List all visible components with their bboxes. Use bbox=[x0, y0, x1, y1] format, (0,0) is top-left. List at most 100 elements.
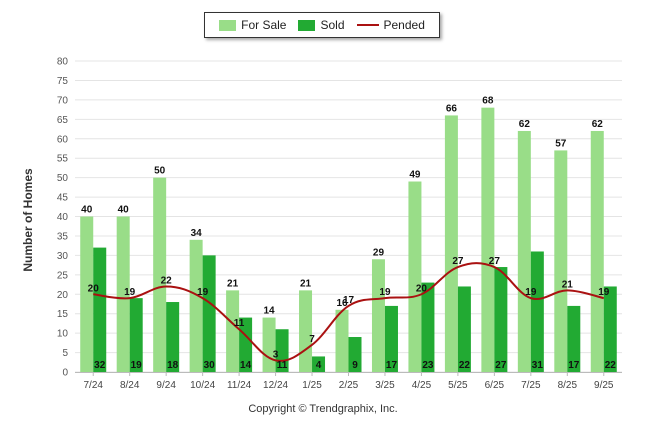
data-label-pended: 17 bbox=[343, 295, 355, 306]
y-tick-label: 75 bbox=[57, 76, 69, 87]
bar-for-sale[interactable] bbox=[153, 177, 167, 372]
x-tick-label: 7/25 bbox=[521, 380, 541, 391]
legend-item-for-sale[interactable]: For Sale bbox=[219, 18, 286, 32]
legend-item-sold[interactable]: Sold bbox=[298, 18, 345, 32]
data-label-pended: 19 bbox=[379, 287, 391, 298]
x-tick-label: 12/24 bbox=[263, 380, 288, 391]
y-tick-label: 25 bbox=[57, 270, 69, 281]
y-tick-label: 20 bbox=[57, 290, 69, 301]
data-label-sold: 22 bbox=[459, 360, 471, 371]
data-label-pended: 19 bbox=[525, 287, 537, 298]
y-tick-label: 35 bbox=[57, 231, 69, 242]
copyright-text: Copyright © Trendgraphix, Inc. bbox=[248, 403, 398, 415]
y-tick-label: 55 bbox=[57, 154, 69, 165]
bar-series bbox=[80, 107, 617, 373]
bar-sold[interactable] bbox=[457, 286, 471, 372]
bar-sold[interactable] bbox=[567, 305, 581, 372]
x-tick-label: 1/25 bbox=[302, 380, 322, 391]
data-label-sold: 4 bbox=[316, 360, 322, 371]
bar-sold[interactable] bbox=[312, 356, 326, 372]
data-label-sold: 27 bbox=[495, 360, 507, 371]
y-tick-label: 50 bbox=[57, 173, 69, 184]
bar-for-sale[interactable] bbox=[408, 181, 422, 372]
bar-sold[interactable] bbox=[384, 305, 398, 372]
y-tick-label: 10 bbox=[57, 329, 69, 340]
bar-sold[interactable] bbox=[530, 251, 544, 372]
data-label-for-sale: 40 bbox=[81, 205, 93, 216]
data-label-for-sale: 21 bbox=[300, 278, 312, 289]
x-tick-label: 2/25 bbox=[339, 380, 359, 391]
y-tick-label: 70 bbox=[57, 95, 69, 106]
bar-for-sale[interactable] bbox=[554, 150, 568, 372]
y-tick-label: 45 bbox=[57, 193, 69, 204]
data-label-pended: 20 bbox=[88, 283, 100, 294]
bar-sold[interactable] bbox=[166, 302, 180, 372]
bar-for-sale[interactable] bbox=[444, 115, 458, 373]
data-label-pended: 22 bbox=[161, 275, 173, 286]
data-label-sold: 14 bbox=[240, 360, 252, 371]
data-label-sold: 30 bbox=[204, 360, 216, 371]
data-label-pended: 11 bbox=[234, 318, 245, 329]
bar-sold[interactable] bbox=[348, 337, 362, 372]
data-label-for-sale: 50 bbox=[154, 166, 166, 177]
legend-line-pended bbox=[356, 24, 379, 26]
data-label-for-sale: 21 bbox=[227, 278, 239, 289]
bar-sold[interactable] bbox=[603, 286, 617, 372]
bar-for-sale[interactable] bbox=[226, 290, 240, 372]
legend-item-pended[interactable]: Pended bbox=[356, 18, 425, 32]
bar-sold[interactable] bbox=[93, 247, 107, 372]
y-tick-label: 0 bbox=[62, 368, 68, 379]
bar-for-sale[interactable] bbox=[517, 130, 531, 372]
data-label-sold: 19 bbox=[131, 360, 143, 371]
data-label-for-sale: 62 bbox=[519, 119, 531, 130]
data-label-sold: 23 bbox=[422, 360, 434, 371]
data-label-for-sale: 49 bbox=[409, 170, 421, 181]
x-tick-label: 9/24 bbox=[156, 380, 176, 391]
x-tick-label: 6/25 bbox=[485, 380, 505, 391]
bar-for-sale[interactable] bbox=[299, 290, 313, 372]
data-label-sold: 22 bbox=[605, 360, 617, 371]
line-series bbox=[93, 262, 604, 362]
bar-sold[interactable] bbox=[421, 282, 435, 372]
data-label-pended: 27 bbox=[489, 256, 501, 267]
legend-label-for-sale: For Sale bbox=[241, 18, 287, 32]
bar-for-sale[interactable] bbox=[371, 259, 385, 372]
x-tick-label: 5/25 bbox=[448, 380, 468, 391]
bar-for-sale[interactable] bbox=[481, 107, 495, 373]
legend-swatch-for-sale bbox=[219, 19, 237, 31]
data-label-for-sale: 66 bbox=[446, 103, 458, 114]
data-label-pended: 19 bbox=[197, 287, 209, 298]
data-label-sold: 32 bbox=[94, 360, 106, 371]
y-tick-label: 65 bbox=[57, 115, 69, 126]
data-label-pended: 27 bbox=[452, 256, 464, 267]
bar-sold[interactable] bbox=[129, 298, 143, 372]
data-label-pended: 7 bbox=[309, 334, 315, 345]
bar-for-sale[interactable] bbox=[262, 317, 276, 372]
bar-sold[interactable] bbox=[202, 255, 216, 372]
y-tick-label: 80 bbox=[57, 57, 69, 68]
x-tick-label: 11/24 bbox=[227, 380, 252, 391]
data-label-for-sale: 29 bbox=[373, 247, 385, 258]
x-axis: 7/24 8/24 9/24 10/24 11/24 12/24 1/25 2/25 3/25 4… bbox=[75, 372, 622, 391]
data-label-for-sale: 57 bbox=[555, 138, 567, 149]
bar-for-sale[interactable] bbox=[335, 309, 349, 372]
bar-for-sale[interactable] bbox=[80, 216, 94, 373]
y-axis-title: Number of Homes bbox=[21, 168, 35, 272]
legend-label-sold: Sold bbox=[320, 18, 345, 32]
data-label-pended: 3 bbox=[273, 349, 279, 360]
data-label-pended: 21 bbox=[562, 279, 574, 290]
line-pended[interactable] bbox=[93, 262, 604, 362]
data-label-sold: 18 bbox=[167, 360, 179, 371]
data-label-for-sale: 16 bbox=[336, 298, 348, 309]
y-tick-label: 60 bbox=[57, 134, 69, 145]
data-label-for-sale: 14 bbox=[264, 306, 276, 317]
legend: For Sale Sold Pended bbox=[204, 12, 440, 38]
bar-for-sale[interactable] bbox=[116, 216, 130, 373]
y-tick-label: 15 bbox=[57, 309, 69, 320]
bar-sold[interactable] bbox=[494, 267, 508, 372]
bar-for-sale[interactable] bbox=[189, 239, 203, 372]
x-tick-label: 8/25 bbox=[558, 380, 578, 391]
data-label-pended: 19 bbox=[124, 287, 136, 298]
bar-for-sale[interactable] bbox=[590, 130, 604, 372]
